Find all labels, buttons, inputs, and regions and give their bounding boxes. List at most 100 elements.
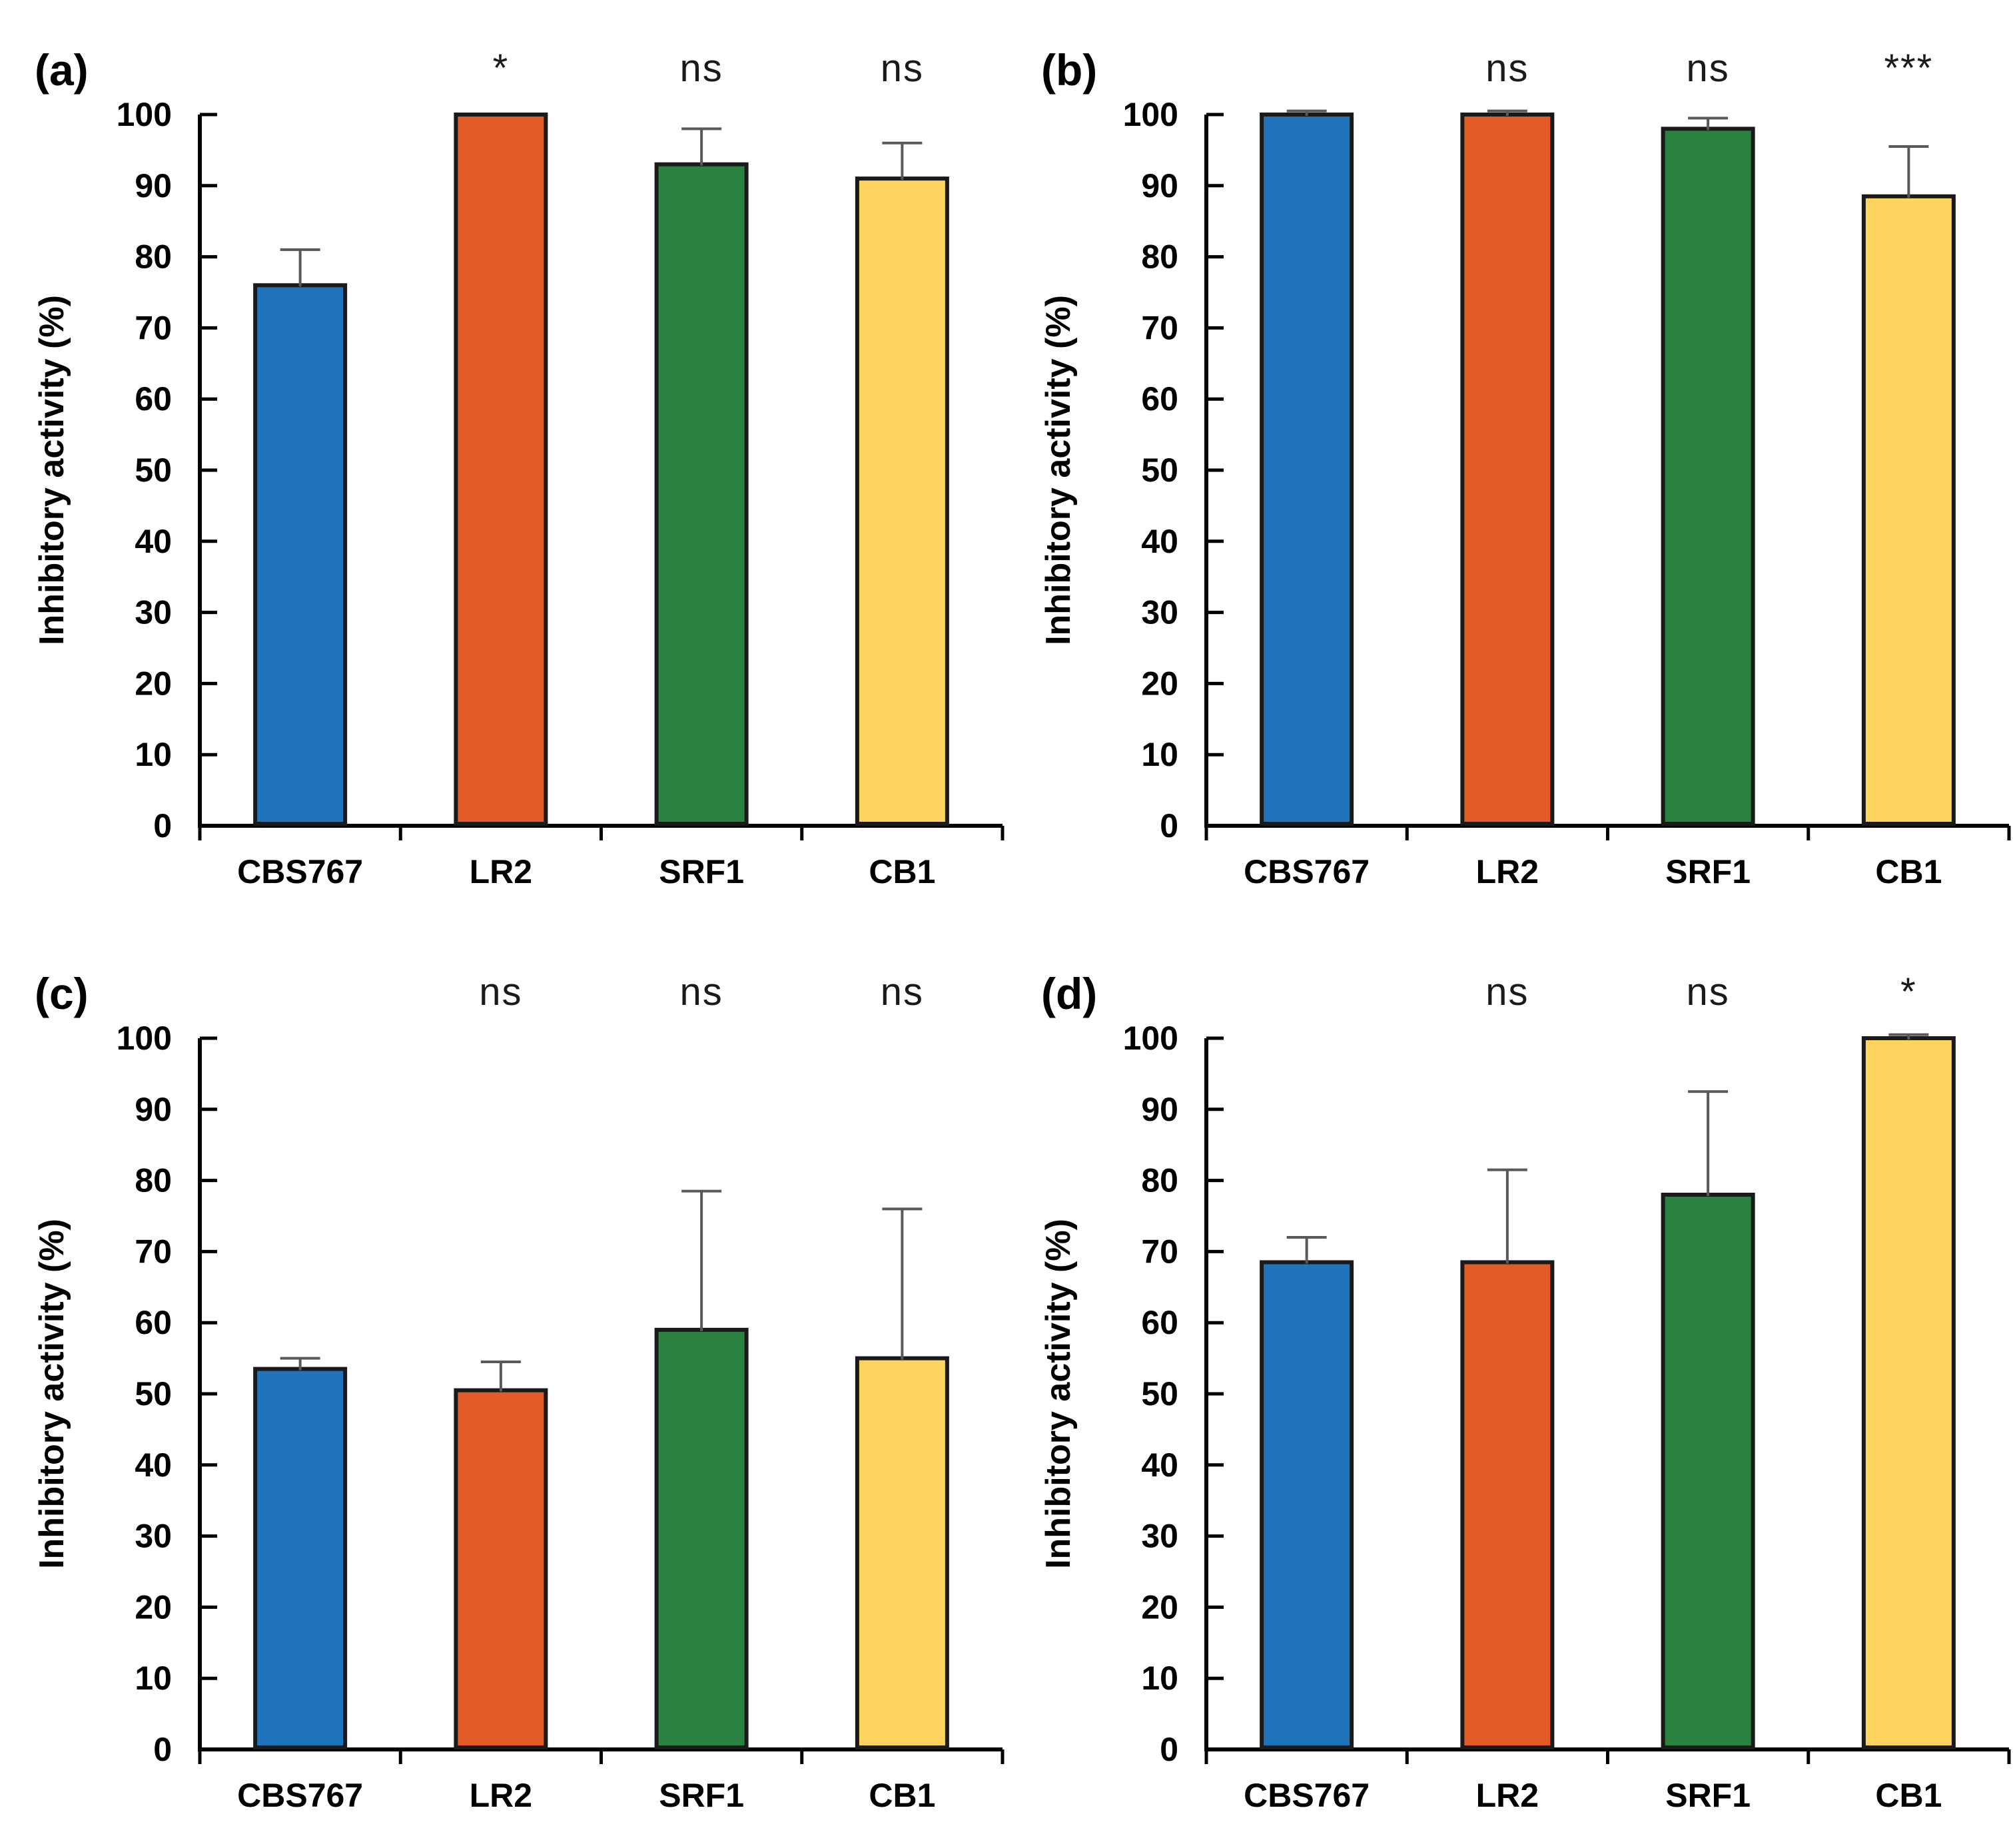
y-axis-title: Inhibitory activity (%) [1039, 295, 1078, 645]
significance-CB1: *** [1884, 47, 1934, 90]
x-category-label-LR2: LR2 [1476, 853, 1539, 890]
y-tick-label: 30 [135, 594, 172, 631]
y-tick-label: 40 [1141, 1446, 1178, 1484]
x-category-label-CBS767: CBS767 [237, 853, 363, 890]
significance-LR2: ns [1485, 47, 1529, 90]
x-category-label-CBS767: CBS767 [1244, 1777, 1370, 1814]
y-tick-label: 70 [1141, 309, 1178, 346]
y-tick-label: 50 [1141, 1375, 1178, 1412]
y-tick-label: 20 [1141, 1588, 1178, 1626]
y-tick-label: 70 [135, 309, 172, 346]
y-tick-label: 90 [135, 167, 172, 204]
bar-chart-c: (c) Inhibitory activity (%) 0 10 20 30 40 50 60 7… [33, 969, 1005, 1814]
panel-label: (b) [1041, 45, 1097, 95]
x-category-label-CBS767: CBS767 [1244, 853, 1370, 890]
y-tick-label: 90 [135, 1091, 172, 1128]
y-tick-label: 100 [117, 96, 172, 133]
bar-SRF1 [654, 162, 749, 826]
y-tick-label: 20 [1141, 665, 1178, 702]
significance-LR2: ns [479, 970, 522, 1014]
panel-d: (d) Inhibitory activity (%) 0 10 20 30 40 50 60 7… [1006, 924, 2013, 1847]
y-tick-label: 10 [135, 736, 172, 773]
y-axis-title: Inhibitory activity (%) [1039, 1219, 1078, 1569]
y-tick-label: 40 [135, 1446, 172, 1484]
significance-SRF1: ns [1686, 47, 1729, 90]
x-category-label-SRF1: SRF1 [1665, 1777, 1751, 1814]
y-tick-label: 100 [1123, 1020, 1178, 1057]
bar-SRF1 [1661, 1192, 1755, 1749]
y-tick-label: 0 [153, 807, 172, 844]
y-tick-label: 80 [1141, 1162, 1178, 1199]
y-tick-label: 80 [1141, 238, 1178, 276]
y-tick-label: 100 [117, 1020, 172, 1057]
bar-CBS767 [253, 1367, 348, 1749]
bar-chart-d: (d) Inhibitory activity (%) 0 10 20 30 40 50 60 7… [1039, 969, 2011, 1814]
panel-b: (b) Inhibitory activity (%) 0 10 20 30 40 50 60 7… [1006, 0, 2013, 924]
y-tick-label: 90 [1141, 167, 1178, 204]
panel-c: (c) Inhibitory activity (%) 0 10 20 30 40 50 60 7… [0, 924, 1006, 1847]
y-tick-label: 0 [153, 1731, 172, 1768]
x-category-label-CB1: CB1 [869, 1777, 935, 1814]
bar-CBS767 [1260, 113, 1354, 826]
y-tick-label: 90 [1141, 1091, 1178, 1128]
x-category-label-SRF1: SRF1 [1665, 853, 1751, 890]
bar-LR2 [454, 113, 548, 826]
y-tick-label: 10 [1141, 736, 1178, 773]
y-tick-label: 20 [135, 665, 172, 702]
y-tick-label: 40 [1141, 523, 1178, 560]
y-tick-label: 30 [1141, 1518, 1178, 1555]
y-axis-title: Inhibitory activity (%) [33, 1219, 71, 1569]
bar-chart-a: (a) Inhibitory activity (%) 0 10 20 30 40 50 60 7… [33, 45, 1005, 890]
x-category-label-LR2: LR2 [470, 1777, 532, 1814]
x-category-label-CB1: CB1 [1875, 853, 1942, 890]
y-tick-label: 50 [135, 1375, 172, 1412]
bar-LR2 [1460, 113, 1555, 826]
y-tick-label: 60 [135, 380, 172, 418]
y-tick-label: 0 [1160, 807, 1178, 844]
y-tick-label: 50 [135, 452, 172, 489]
bar-CBS767 [1260, 1260, 1354, 1750]
y-tick-label: 100 [1123, 96, 1178, 133]
y-axis-title: Inhibitory activity (%) [33, 295, 71, 645]
significance-SRF1: ns [1686, 970, 1729, 1014]
significance-CB1: * [1900, 970, 1917, 1014]
y-tick-label: 50 [1141, 452, 1178, 489]
significance-LR2: * [493, 47, 510, 90]
bar-LR2 [454, 1388, 548, 1749]
y-tick-label: 80 [135, 238, 172, 276]
significance-LR2: ns [1485, 970, 1529, 1014]
x-category-label-CB1: CB1 [1875, 1777, 1942, 1814]
y-tick-label: 30 [135, 1518, 172, 1555]
y-tick-label: 70 [135, 1233, 172, 1270]
significance-CB1: ns [881, 970, 924, 1014]
bar-SRF1 [1661, 127, 1755, 826]
y-tick-label: 10 [135, 1660, 172, 1697]
y-tick-label: 70 [1141, 1233, 1178, 1270]
panel-label: (c) [35, 969, 89, 1018]
y-tick-label: 60 [1141, 380, 1178, 418]
panel-a: (a) Inhibitory activity (%) 0 10 20 30 40 50 60 7… [0, 0, 1006, 924]
significance-CB1: ns [881, 47, 924, 90]
bar-CB1 [855, 1356, 949, 1749]
bar-chart-b: (b) Inhibitory activity (%) 0 10 20 30 40 50 60 7… [1039, 45, 2011, 890]
x-category-label-SRF1: SRF1 [659, 853, 744, 890]
bar-LR2 [1460, 1260, 1555, 1750]
y-tick-label: 60 [1141, 1304, 1178, 1341]
x-category-label-CBS767: CBS767 [237, 1777, 363, 1814]
y-tick-label: 80 [135, 1162, 172, 1199]
y-tick-label: 20 [135, 1588, 172, 1626]
x-category-label-LR2: LR2 [1476, 1777, 1539, 1814]
y-tick-label: 40 [135, 523, 172, 560]
y-tick-label: 60 [135, 1304, 172, 1341]
bar-CB1 [1861, 194, 1956, 826]
y-tick-label: 10 [1141, 1660, 1178, 1697]
x-category-label-LR2: LR2 [470, 853, 532, 890]
significance-SRF1: ns [679, 47, 723, 90]
significance-SRF1: ns [679, 970, 723, 1014]
bar-CBS767 [253, 283, 348, 826]
x-category-label-SRF1: SRF1 [659, 1777, 744, 1814]
bar-CB1 [1861, 1036, 1956, 1749]
bar-SRF1 [654, 1327, 749, 1749]
panel-label: (d) [1041, 969, 1097, 1018]
